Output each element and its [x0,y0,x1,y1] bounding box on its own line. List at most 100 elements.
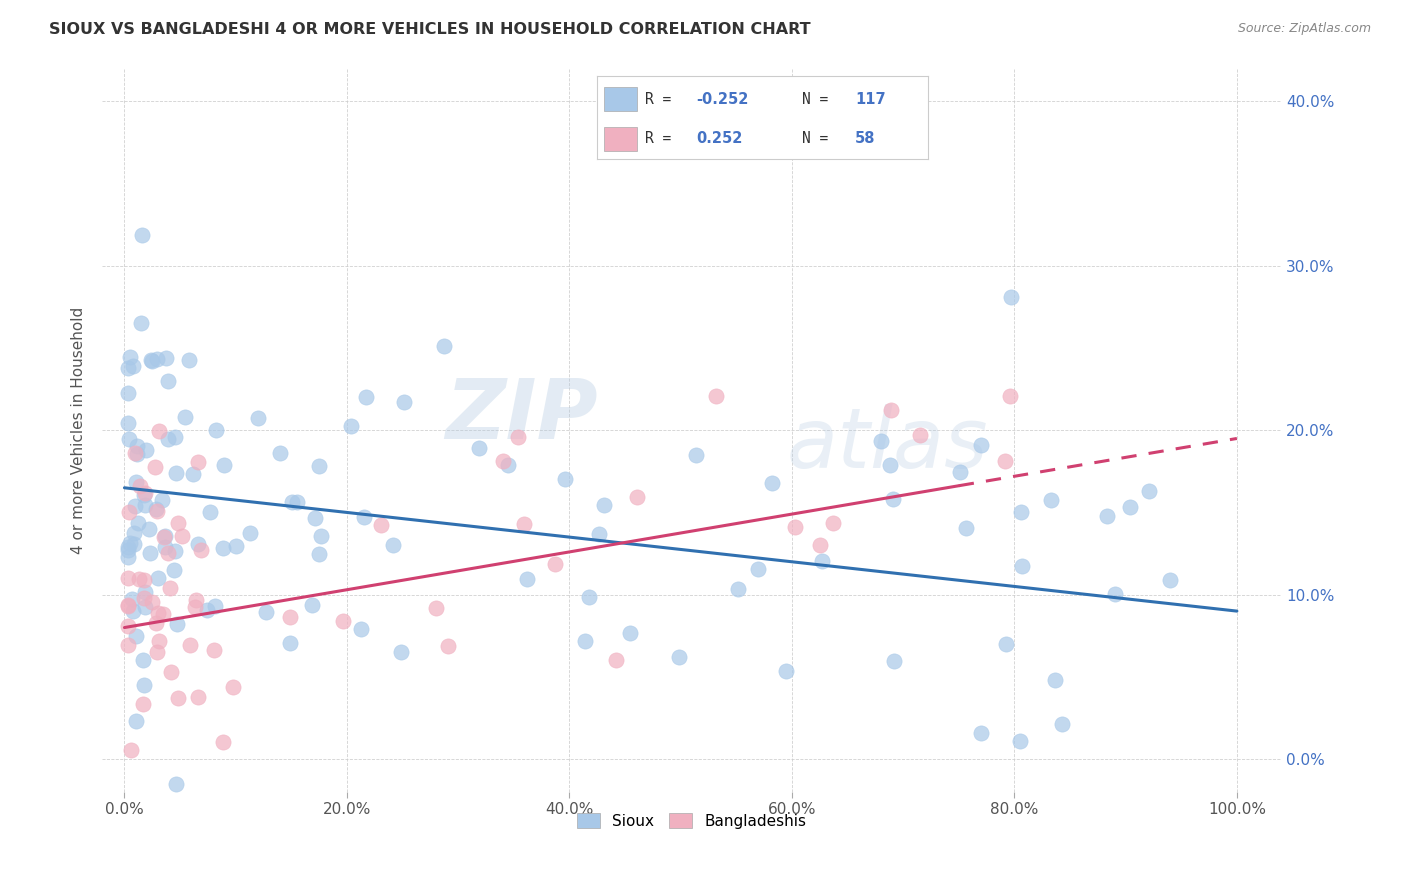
Point [506,430,529,444]
Point [496,458,519,472]
Point [588,527,610,541]
Point [173,409,195,424]
Point [492,454,515,468]
Point [177,353,200,368]
Point [301,598,323,612]
Point [125,439,148,453]
Point [389,644,412,658]
Point [969,438,991,452]
Point [121,592,143,607]
Point [134,573,156,587]
Point [117,571,139,585]
Point [117,598,139,612]
Point [122,525,145,540]
Point [167,690,190,705]
Point [998,389,1021,403]
Point [121,604,143,618]
Point [152,492,174,507]
Point [157,432,180,446]
Legend: Sioux, Bangladeshis: Sioux, Bangladeshis [571,807,813,835]
Point [513,516,536,531]
Point [350,622,373,636]
Point [1159,573,1181,587]
Point [117,361,139,376]
Point [704,389,727,403]
Point [148,607,170,621]
Point [1119,500,1142,514]
Point [172,529,194,543]
Point [134,486,156,500]
Point [129,479,152,493]
Point [165,543,187,558]
Point [239,526,262,541]
Point [122,537,145,551]
Point [619,626,641,640]
Point [120,350,142,364]
Point [146,645,169,659]
Point [134,498,156,512]
Point [146,504,169,518]
Point [747,562,769,576]
Point [222,681,245,695]
Point [308,547,330,561]
Point [132,697,155,711]
Point [117,386,139,401]
Point [574,634,596,648]
Point [354,390,377,404]
Point [155,540,177,554]
Point [285,495,308,509]
Point [125,447,148,461]
Point [205,424,228,438]
Point [212,458,235,473]
Point [1104,587,1126,601]
Point [308,458,330,473]
Point [246,411,269,425]
Point [134,599,156,614]
Point [135,443,157,458]
Point [179,639,201,653]
Point [1052,717,1074,731]
Text: SIOUX VS BANGLADESHI 4 OR MORE VEHICLES IN HOUSEHOLD CORRELATION CHART: SIOUX VS BANGLADESHI 4 OR MORE VEHICLES … [49,22,811,37]
Point [211,541,233,556]
Point [190,543,212,558]
Point [181,467,204,481]
Point [593,498,616,512]
Point [761,476,783,491]
Point [124,499,146,513]
Point [340,418,363,433]
Point [269,446,291,460]
Point [118,505,141,519]
Point [578,590,600,604]
Point [117,542,139,557]
Point [125,714,148,729]
Point [1010,733,1032,747]
Point [994,637,1017,651]
Point [197,603,219,617]
Point [132,653,155,667]
Point [132,678,155,692]
Point [124,475,146,490]
Point [153,529,176,543]
Point [141,595,163,609]
Point [139,353,162,368]
Point [685,448,707,462]
Point [148,571,170,585]
Point [134,591,156,606]
Point [543,558,565,572]
Point [883,654,905,668]
Point [309,529,332,543]
Point [1139,483,1161,498]
Point [166,616,188,631]
Point [184,599,207,614]
Point [970,726,993,740]
Point [332,614,354,628]
Point [132,488,155,502]
Point [187,455,209,469]
Point [120,743,142,757]
Point [211,735,233,749]
Point [165,777,187,791]
Point [880,403,903,417]
Point [353,510,375,524]
Point [1040,493,1063,508]
Point [516,573,538,587]
